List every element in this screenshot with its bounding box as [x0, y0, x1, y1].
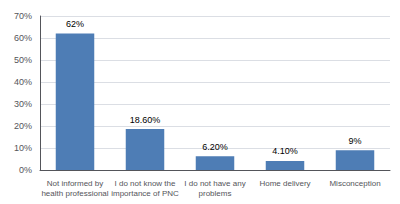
svg-text:Not informed by: Not informed by	[47, 179, 103, 188]
svg-text:4.10%: 4.10%	[272, 146, 298, 156]
svg-text:6.20%: 6.20%	[202, 142, 228, 152]
svg-text:Misconception: Misconception	[329, 179, 380, 188]
svg-text:I do not know the: I do not know the	[115, 179, 176, 188]
svg-text:10%: 10%	[14, 143, 32, 153]
svg-text:9%: 9%	[348, 136, 361, 146]
svg-text:50%: 50%	[14, 55, 32, 65]
svg-text:problems: problems	[199, 189, 232, 198]
svg-text:62%: 62%	[66, 19, 84, 29]
svg-text:0%: 0%	[19, 165, 32, 175]
svg-text:Home delivery: Home delivery	[259, 179, 310, 188]
svg-text:60%: 60%	[14, 33, 32, 43]
svg-text:30%: 30%	[14, 99, 32, 109]
svg-text:20%: 20%	[14, 121, 32, 131]
svg-text:importance of PNC: importance of PNC	[111, 189, 179, 198]
svg-text:I do not have any: I do not have any	[184, 179, 245, 188]
svg-text:health professional: health professional	[41, 189, 108, 198]
svg-text:40%: 40%	[14, 77, 32, 87]
svg-text:70%: 70%	[14, 11, 32, 21]
svg-text:18.60%: 18.60%	[130, 115, 161, 125]
